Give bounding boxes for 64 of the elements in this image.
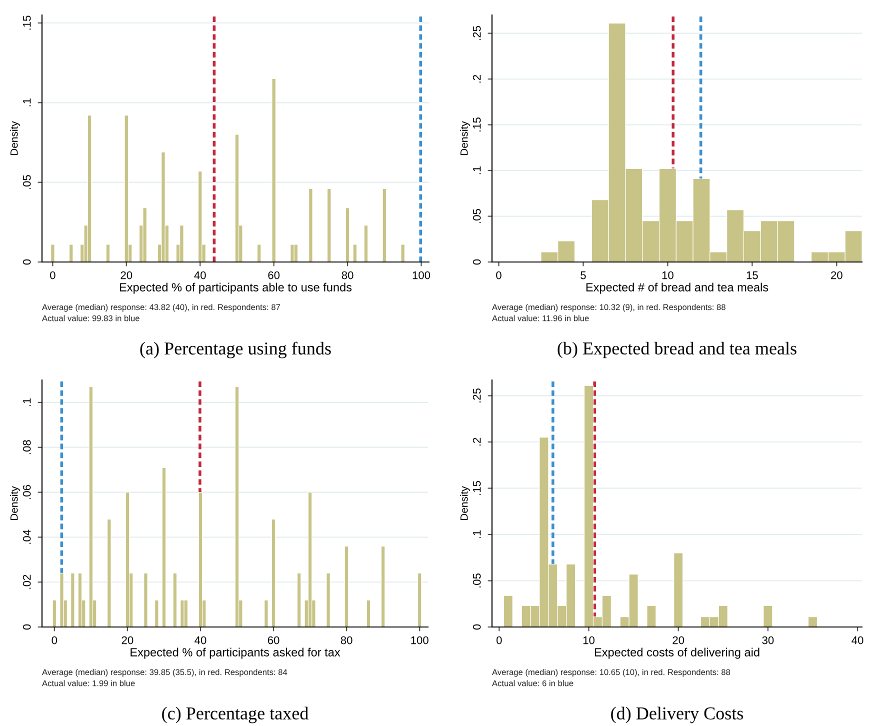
text: Actual value: 11.96 in blue — [492, 315, 589, 322]
x-tick-label: 100 — [412, 271, 430, 280]
x-tick-label: 40 — [194, 636, 206, 644]
x-tick-label: 30 — [762, 636, 774, 644]
x-tick-label: 0 — [50, 271, 56, 280]
x-axis-title: Expected % of participants asked for tax — [130, 648, 340, 659]
text: (b) Expected bread and tea meals — [558, 342, 796, 358]
text: Average (median) response: 43.82 (40), in red. Respondents: 87 — [42, 304, 280, 312]
y-tick-label: .15 — [473, 118, 481, 132]
y-tick-label: .04 — [22, 530, 31, 544]
y-tick-label: 0 — [22, 259, 31, 265]
x-axis-title: Expected costs of delivering aid — [594, 648, 760, 659]
y-tick-label: 0 — [22, 624, 31, 630]
y-tick-label: 0 — [472, 259, 481, 265]
text: Average (median) response: 39.85 (35.5), in red. Respondents: 84 — [42, 668, 288, 677]
x-tick-label: 80 — [342, 271, 354, 280]
y-tick-label: .05 — [472, 209, 481, 223]
x-tick-label: 60 — [268, 271, 280, 280]
x-tick-label: 0 — [496, 271, 502, 280]
y-tick-label: .25 — [472, 388, 481, 402]
x-tick-label: 20 — [122, 636, 134, 644]
y-tick-label: .2 — [472, 438, 481, 446]
y-tick-label: .08 — [22, 440, 31, 454]
x-tick-label: 40 — [852, 636, 864, 644]
y-tick-label: .05 — [472, 573, 481, 588]
x-tick-label: 40 — [194, 271, 206, 280]
text: Average (median) response: 10.65 (10), in red. Respondents: 88 — [492, 668, 730, 677]
y-tick-label: .05 — [22, 175, 31, 190]
y-tick-label: .25 — [472, 26, 481, 40]
x-axis-title: Expected % of participants able to use funds — [120, 282, 352, 294]
text: Average (median) response: 10.32 (9), in red. Respondents: 88 — [492, 304, 726, 312]
y-axis-title: Density — [460, 121, 470, 156]
x-tick-label: 100 — [411, 636, 428, 644]
y-tick-label: .02 — [22, 574, 31, 589]
x-tick-label: 0 — [496, 636, 502, 644]
x-tick-label: 80 — [340, 636, 352, 644]
y-tick-label: .15 — [473, 480, 481, 495]
y-tick-label: .1 — [473, 166, 481, 174]
x-tick-label: 60 — [268, 636, 280, 644]
y-tick-label: .06 — [22, 485, 31, 499]
text: (d) Delivery Costs — [611, 706, 744, 724]
x-tick-label: 10 — [662, 271, 674, 280]
y-axis-title: Density — [460, 486, 470, 520]
x-tick-label: 20 — [120, 271, 132, 280]
text: Actual value: 1.99 in blue — [42, 680, 135, 686]
text: (a) Percentage using funds — [140, 342, 331, 358]
y-tick-label: 0 — [472, 624, 481, 630]
x-axis-title: Expected # of bread and tea meals — [586, 282, 768, 294]
x-tick-label: 5 — [580, 271, 586, 280]
y-tick-label: .1 — [473, 530, 481, 538]
y-tick-label: .2 — [472, 74, 481, 83]
y-tick-label: .1 — [23, 398, 31, 406]
text: Actual value: 99.83 in blue — [42, 315, 140, 322]
y-axis-title: Density — [10, 486, 20, 520]
x-tick-label: 10 — [583, 636, 594, 644]
y-axis-title: Density — [10, 121, 20, 156]
x-tick-label: 20 — [831, 271, 842, 280]
x-tick-label: 20 — [672, 636, 684, 644]
x-tick-label: 15 — [746, 271, 758, 280]
text: Actual value: 6 in blue — [492, 680, 574, 686]
x-tick-label: 0 — [52, 636, 58, 644]
text: (c) Percentage taxed — [162, 706, 308, 724]
y-tick-label: .1 — [23, 98, 31, 106]
y-tick-label: .15 — [23, 16, 31, 30]
